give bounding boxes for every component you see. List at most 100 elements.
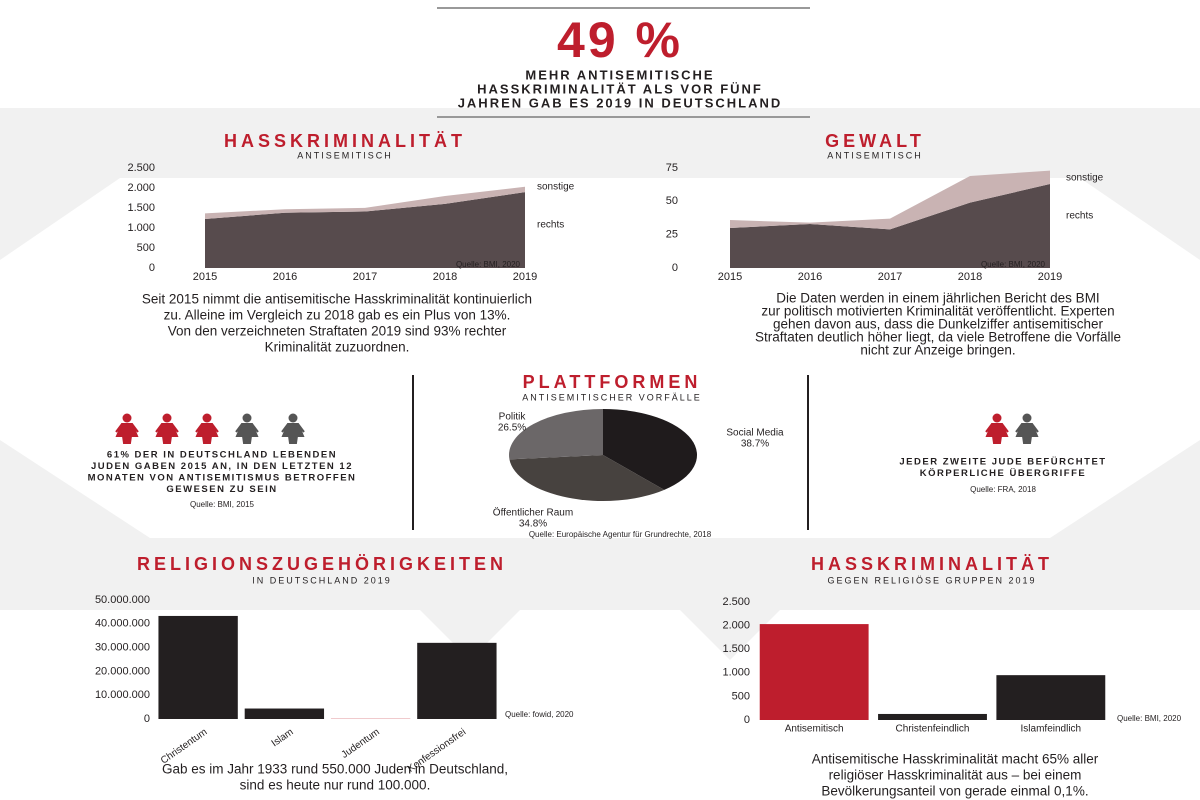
caption: Kriminalität zuzuordnen. — [265, 340, 410, 355]
person-head — [992, 413, 1002, 423]
x-tick-label: Antisemitisch — [785, 724, 844, 735]
bg-shape — [1080, 178, 1200, 260]
legend-label: sonstige — [537, 182, 575, 193]
y-tick-label: 1.500 — [127, 202, 155, 214]
person-body — [235, 423, 259, 444]
caption: Bevölkerungsanteil von gerade einmal 0,1… — [821, 784, 1088, 799]
source: Quelle: FRA, 2018 — [970, 485, 1036, 494]
y-tick-label: 1.000 — [722, 667, 750, 679]
person-head — [242, 413, 252, 423]
panel-text: GEWESEN ZU SEIN — [166, 484, 277, 495]
y-tick-label: 40.000.000 — [95, 618, 150, 630]
y-tick-label: 1.500 — [722, 643, 750, 655]
caption: Von den verzeichneten Straftaten 2019 si… — [168, 324, 507, 339]
area — [205, 186, 525, 219]
y-tick-label: 50.000.000 — [95, 594, 150, 606]
caption: zu. Alleine im Vergleich zu 2018 gab es … — [164, 308, 511, 323]
y-tick-label: 500 — [137, 242, 155, 254]
bar — [878, 713, 987, 720]
x-tick-label: 2018 — [433, 271, 457, 283]
y-tick-label: 0 — [672, 262, 678, 274]
chart-subtitle: ANTISEMITISCHER VORFÄLLE — [522, 392, 702, 402]
y-tick-label: 0 — [144, 713, 150, 725]
slice-value: 26.5% — [498, 423, 526, 434]
chart-title: GEWALT — [825, 131, 925, 151]
pie-slice — [603, 409, 697, 490]
person-body — [155, 423, 179, 444]
bg-shape — [0, 440, 150, 538]
person-body — [1015, 423, 1039, 444]
caption: Antisemitische Hasskriminalität macht 65… — [812, 752, 1099, 767]
y-tick-label: 2.000 — [127, 182, 155, 194]
x-tick-label: Islamfeindlich — [1021, 724, 1082, 735]
slice-value: 38.7% — [741, 439, 769, 450]
person-head — [202, 413, 212, 423]
chart-subtitle: ANTISEMITISCH — [827, 150, 923, 160]
x-tick-label: 2016 — [273, 271, 297, 283]
panel-text: KÖRPERLICHE ÜBERGRIFFE — [920, 468, 1087, 479]
caption: nicht zur Anzeige bringen. — [860, 343, 1015, 358]
x-tick-label: 2019 — [1038, 271, 1062, 283]
x-tick-label: Christenfeindlich — [896, 724, 970, 735]
y-tick-label: 0 — [744, 714, 750, 726]
band — [0, 538, 1200, 610]
area — [205, 192, 525, 268]
slice-label: Öffentlicher Raum — [493, 507, 573, 519]
panel-text: MONATEN VON ANTISEMITISMUS BETROFFEN — [88, 473, 357, 484]
legend-label: rechts — [1066, 211, 1093, 222]
x-tick-label: Islam — [270, 727, 296, 750]
bar — [996, 675, 1106, 720]
bar — [244, 708, 325, 719]
chart-title: PLATTFORMEN — [523, 372, 702, 392]
legend-label: rechts — [537, 220, 564, 231]
slice-value: 34.8% — [519, 519, 547, 530]
panel-text: JEDER ZWEITE JUDE BEFÜRCHTET — [899, 457, 1106, 468]
person-body — [985, 423, 1009, 444]
x-tick-label: 2015 — [718, 271, 742, 283]
x-tick-label: 2018 — [958, 271, 982, 283]
y-tick-label: 500 — [732, 690, 750, 702]
y-tick-label: 2.500 — [722, 596, 750, 608]
caption: sind es heute nur rund 100.000. — [240, 778, 431, 793]
source: Quelle: BMI, 2020 — [981, 260, 1046, 269]
x-tick-label: 2015 — [193, 271, 217, 283]
caption: gehen davon aus, dass die Dunkelziffer a… — [773, 317, 1103, 332]
source: Quelle: BMI, 2015 — [190, 500, 255, 509]
slice-label: Politik — [499, 412, 527, 423]
y-tick-label: 20.000.000 — [95, 665, 150, 677]
source: Quelle: Europäische Agentur für Grundrec… — [529, 530, 712, 539]
chart-subtitle: IN DEUTSCHLAND 2019 — [252, 575, 392, 585]
headline-subtitle: MEHR ANTISEMITISCHE — [525, 67, 714, 82]
caption: Gab es im Jahr 1933 rund 550.000 Juden i… — [162, 762, 508, 777]
x-tick-label: Judentum — [340, 727, 382, 761]
band — [0, 108, 1200, 178]
headline-subtitle: JAHREN GAB ES 2019 IN DEUTSCHLAND — [458, 95, 783, 110]
person-head — [162, 413, 172, 423]
x-tick-label: Christentum — [159, 727, 209, 767]
caption: religiöser Hasskriminalität aus – bei ei… — [829, 768, 1082, 783]
pie-slice — [508, 409, 603, 460]
person-head — [288, 413, 298, 423]
x-tick-label: 2016 — [798, 271, 822, 283]
y-tick-label: 2.000 — [722, 620, 750, 632]
y-tick-label: 50 — [666, 195, 678, 207]
bar — [417, 642, 497, 719]
pie-slice — [509, 455, 665, 502]
bar — [158, 615, 238, 719]
bar — [759, 624, 869, 720]
bg-shape — [1050, 440, 1200, 538]
panel-text: 61% DER IN DEUTSCHLAND LEBENDEN — [107, 450, 337, 461]
chart-title: HASSKRIMINALITÄT — [811, 554, 1053, 574]
person-body — [195, 423, 219, 444]
source: Quelle: fowid, 2020 — [505, 710, 574, 719]
headline-subtitle: HASSKRIMINALITÄT ALS VOR FÜNF — [477, 81, 763, 96]
caption: Die Daten werden in einem jährlichen Ber… — [776, 291, 1099, 306]
y-tick-label: 30.000.000 — [95, 642, 150, 654]
bg-shape — [680, 610, 780, 660]
bg-shape — [420, 610, 520, 660]
caption: Straftaten deutlich höher liegt, da viel… — [755, 330, 1121, 345]
caption: Seit 2015 nimmt die antisemitische Hassk… — [142, 292, 532, 307]
background — [0, 108, 1200, 660]
slice-label: Social Media — [726, 428, 784, 439]
